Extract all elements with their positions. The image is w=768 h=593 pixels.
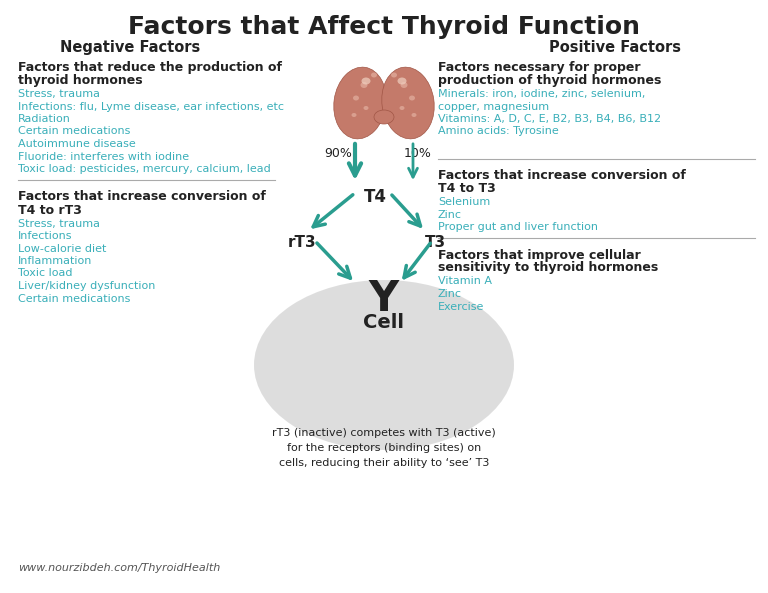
Text: Factors necessary for proper: Factors necessary for proper [438,61,641,74]
Text: rT3: rT3 [288,235,316,250]
Text: T4: T4 [363,188,386,206]
Text: Minerals: iron, iodine, zinc, selenium,: Minerals: iron, iodine, zinc, selenium, [438,89,645,99]
Text: Zinc: Zinc [438,209,462,219]
Text: Radiation: Radiation [18,114,71,124]
Ellipse shape [391,72,397,78]
Text: Negative Factors: Negative Factors [60,40,200,55]
Ellipse shape [400,82,408,88]
Text: thyroid hormones: thyroid hormones [18,74,143,87]
Text: Toxic load: Toxic load [18,269,72,279]
Ellipse shape [409,95,415,100]
Text: Low-calorie diet: Low-calorie diet [18,244,107,253]
Text: Factors that increase conversion of: Factors that increase conversion of [438,169,686,182]
Text: 90%: 90% [324,147,352,160]
Ellipse shape [362,78,370,84]
Ellipse shape [399,106,405,110]
Text: Vitamins: A, D, C, E, B2, B3, B4, B6, B12: Vitamins: A, D, C, E, B2, B3, B4, B6, B1… [438,114,661,124]
Text: T4 to T3: T4 to T3 [438,182,496,195]
Text: Infections: Infections [18,231,72,241]
Text: Fluoride: interferes with iodine: Fluoride: interferes with iodine [18,151,189,161]
Text: production of thyroid hormones: production of thyroid hormones [438,74,661,87]
Ellipse shape [254,280,514,450]
Ellipse shape [353,95,359,100]
Text: T4 to rT3: T4 to rT3 [18,203,82,216]
Ellipse shape [371,72,377,78]
Text: Certain medications: Certain medications [18,294,131,304]
Text: sensitivity to thyroid hormones: sensitivity to thyroid hormones [438,262,658,275]
Text: Toxic load: pesticides, mercury, calcium, lead: Toxic load: pesticides, mercury, calcium… [18,164,271,174]
Text: Y: Y [368,278,398,320]
Text: Proper gut and liver function: Proper gut and liver function [438,222,598,232]
Ellipse shape [412,113,416,117]
Text: T3: T3 [425,235,445,250]
Text: Stress, trauma: Stress, trauma [18,218,100,228]
Ellipse shape [398,78,406,84]
Text: Stress, trauma: Stress, trauma [18,89,100,99]
Text: www.nourzibdeh.com/ThyroidHealth: www.nourzibdeh.com/ThyroidHealth [18,563,220,573]
Text: Inflammation: Inflammation [18,256,92,266]
Text: Cell: Cell [363,314,405,333]
Text: Exercise: Exercise [438,301,485,311]
Ellipse shape [374,110,394,124]
Text: Autoimmune disease: Autoimmune disease [18,139,136,149]
Text: Selenium: Selenium [438,197,490,207]
Text: rT3 (inactive) competes with T3 (active)
for the receptors (binding sites) on
ce: rT3 (inactive) competes with T3 (active)… [272,428,496,468]
Ellipse shape [360,82,368,88]
Text: copper, magnesium: copper, magnesium [438,101,549,111]
Text: 10%: 10% [404,147,432,160]
Text: Vitamin A: Vitamin A [438,276,492,286]
Text: Infections: flu, Lyme disease, ear infections, etc: Infections: flu, Lyme disease, ear infec… [18,101,284,111]
Text: Liver/kidney dysfunction: Liver/kidney dysfunction [18,281,155,291]
Text: Zinc: Zinc [438,289,462,299]
Text: Amino acids: Tyrosine: Amino acids: Tyrosine [438,126,559,136]
Text: Positive Factors: Positive Factors [549,40,681,55]
Text: Factors that reduce the production of: Factors that reduce the production of [18,61,282,74]
Text: Factors that increase conversion of: Factors that increase conversion of [18,190,266,203]
Text: Factors that Affect Thyroid Function: Factors that Affect Thyroid Function [128,15,640,39]
Ellipse shape [334,67,386,139]
Ellipse shape [352,113,356,117]
Text: Factors that improve cellular: Factors that improve cellular [438,248,641,262]
Ellipse shape [363,106,369,110]
Ellipse shape [382,67,434,139]
Text: Certain medications: Certain medications [18,126,131,136]
